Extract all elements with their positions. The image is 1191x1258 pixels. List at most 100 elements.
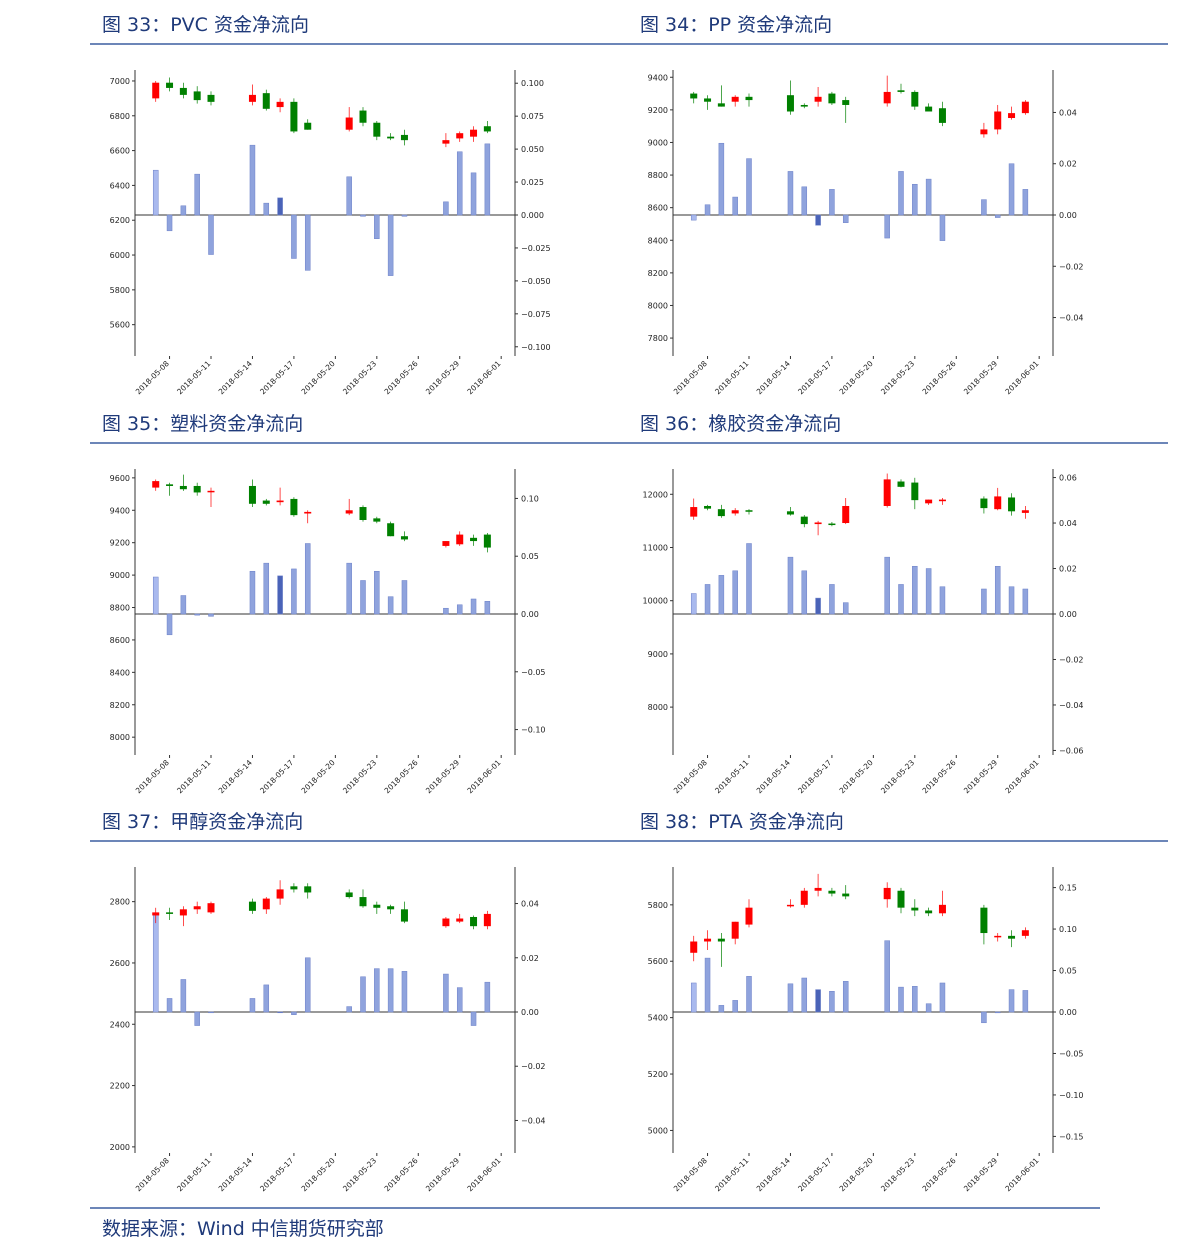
x-tick-label: 2018-06-01 — [465, 1156, 502, 1193]
candle-body — [980, 907, 988, 934]
candle-body — [883, 887, 891, 900]
right-tick-label: 0.02 — [1059, 160, 1077, 169]
x-tick-label: 2018-05-08 — [134, 758, 171, 795]
flow-bar — [981, 588, 987, 615]
x-tick-label: 2018-05-08 — [672, 1156, 709, 1193]
left-tick-label: 9000 — [110, 571, 130, 580]
candle-body — [207, 490, 215, 493]
chart-panel: 图 37：甲醇资金净流向 2000 2200 2400 2600 2800 0.04 0.02… — [90, 807, 630, 1203]
left-tick-label: 2000 — [110, 1143, 130, 1152]
flow-bar — [732, 570, 738, 615]
x-tick-label: 2018-05-26 — [382, 359, 419, 396]
flow-bar — [304, 543, 311, 615]
x-tick-label: 2018-05-11 — [175, 758, 212, 795]
right-tick-label: 0.02 — [521, 954, 539, 963]
flow-bar — [746, 543, 752, 615]
x-tick-label: 2018-05-17 — [258, 359, 295, 396]
candle-body — [152, 481, 160, 488]
left-tick-label: 9600 — [110, 474, 130, 483]
candle-body — [828, 523, 836, 526]
flow-bar — [360, 580, 366, 615]
flow-bar — [304, 214, 311, 271]
candle-body — [373, 904, 381, 908]
right-tick-label: 0.04 — [521, 900, 539, 909]
x-tick-label: 2018-05-17 — [258, 1156, 295, 1193]
candle-body — [938, 108, 946, 123]
candle-body — [938, 904, 946, 914]
flow-bar — [815, 597, 821, 615]
left-tick-label: 6000 — [110, 251, 130, 260]
left-tick-label: 9400 — [110, 506, 130, 515]
candle-body — [690, 507, 698, 517]
flow-bar — [208, 1011, 214, 1014]
candle-body — [731, 921, 739, 939]
chart-title: 图 35：塑料资金净流向 — [102, 413, 304, 435]
candle-body — [828, 890, 836, 894]
candle-body — [1008, 497, 1016, 512]
chart-panel: 图 33：PVC 资金净流向 5600 5800 6000 6200 6400 6600 68… — [90, 10, 630, 406]
x-tick-label: 2018-05-11 — [175, 359, 212, 396]
right-tick-label: 0.00 — [521, 610, 539, 619]
candle-body — [842, 505, 850, 524]
left-tick-label: 5400 — [648, 1014, 668, 1023]
candle-body — [1021, 510, 1029, 513]
chart-title: 图 36：橡胶资金净流向 — [640, 413, 842, 435]
flow-bar — [912, 183, 918, 216]
candle-body — [731, 96, 739, 102]
right-tick-label: 0.050 — [521, 145, 544, 154]
axes: 5600 5800 6000 6200 6400 6600 6800 7000 0.100 0.0… — [110, 70, 551, 356]
candle-body — [690, 941, 698, 953]
left-tick-label: 8000 — [648, 301, 668, 310]
right-tick-label: 0.00 — [1059, 211, 1077, 220]
right-tick-label: 0.04 — [1059, 519, 1077, 528]
candle-body — [938, 499, 946, 502]
x-tick-label: 2018-05-26 — [382, 1156, 419, 1193]
flow-bar — [291, 214, 297, 259]
flow-bar — [304, 957, 311, 1013]
flow-bar — [815, 214, 821, 226]
flow-bar — [360, 214, 366, 217]
flow-bar — [718, 575, 725, 615]
left-tick-label: 8400 — [648, 236, 668, 245]
flow-bar — [939, 586, 946, 615]
x-tick-label: 2018-05-17 — [258, 758, 295, 795]
candle-body — [262, 93, 270, 109]
left-tick-label: 2400 — [110, 1020, 130, 1029]
x-tick-label: 2018-05-11 — [713, 1156, 750, 1193]
candle-body — [387, 906, 395, 910]
left-tick-label: 5800 — [648, 901, 668, 910]
x-tick-label: 2018-05-29 — [424, 359, 461, 396]
title-rule — [628, 442, 1168, 444]
x-tick-label: 2018-05-11 — [713, 758, 750, 795]
candle-body — [359, 507, 367, 520]
flow-bar — [401, 580, 408, 615]
x-tick-label: 2018-05-26 — [920, 359, 957, 396]
candle-body — [800, 890, 808, 905]
x-tick-label: 2018-05-23 — [341, 1156, 378, 1193]
flow-bar — [884, 214, 890, 239]
x-tick-label: 2018-05-17 — [796, 758, 833, 795]
candle-body — [842, 893, 850, 897]
right-tick-label: 0.100 — [521, 79, 544, 88]
flow-bar — [484, 601, 491, 615]
flow-bar — [180, 205, 187, 216]
candle-body — [883, 91, 891, 104]
candle-body — [897, 90, 905, 92]
left-tick-label: 2800 — [110, 898, 130, 907]
candle-body — [883, 479, 891, 506]
candle-body — [373, 122, 381, 137]
left-tick-label: 8600 — [110, 636, 130, 645]
x-tick-label: 2018-05-29 — [962, 1156, 999, 1193]
x-tick-label: 2018-05-20 — [838, 359, 875, 396]
right-tick-label: 0.00 — [1059, 610, 1077, 619]
flow-bar — [829, 189, 835, 216]
candle-body — [690, 93, 698, 99]
chart-svg: 8000 8200 8400 8600 8800 9000 9200 9400 9600 0.10… — [110, 469, 546, 795]
right-tick-label: 0.075 — [521, 112, 544, 121]
candle-body — [166, 912, 174, 914]
candle-body — [276, 500, 284, 503]
candle-body — [800, 104, 808, 107]
flow-bar — [829, 991, 835, 1013]
right-tick-label: −0.02 — [1059, 655, 1084, 664]
left-tick-label: 12000 — [643, 490, 668, 499]
